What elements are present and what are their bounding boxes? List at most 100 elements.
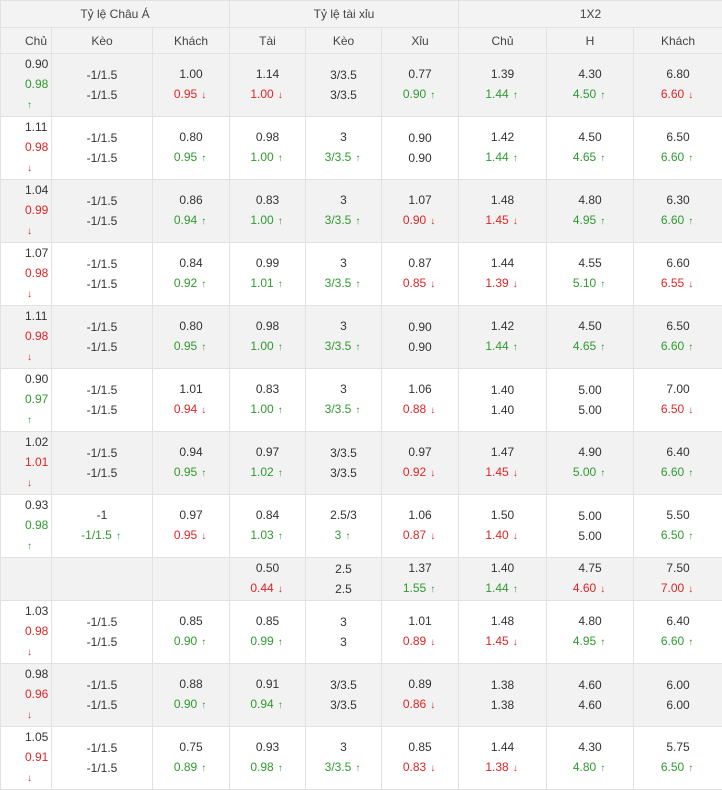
odds-value: 6.50 (661, 528, 684, 542)
arrow-up-icon: ↑ (27, 537, 36, 557)
arrow-down-icon: ↓ (199, 401, 208, 421)
opening-value: 1.47 (459, 442, 546, 462)
arrow-up-icon: ↑ (353, 338, 362, 358)
odds-value: 6.40 (666, 445, 689, 459)
opening-value: 0.89 (382, 674, 458, 694)
odds-value: -1/1.5 (87, 446, 118, 460)
opening-value: 1.03 (25, 601, 51, 621)
opening-value: 1.37 (382, 558, 458, 578)
opening-value: 0.77 (382, 64, 458, 84)
odds-value: 0.83 (403, 760, 426, 774)
odds-value: 3/3.5 (325, 402, 352, 416)
current-value: 0.95↓ (153, 84, 229, 106)
odds-value: 5.10 (573, 276, 596, 290)
arrow-down-icon: ↓ (598, 580, 607, 600)
odds-value: -1/1.5 (87, 466, 118, 480)
odds-value: 1.39 (491, 67, 514, 81)
odds-value: 3 (340, 130, 347, 144)
arrow-up-icon: ↑ (276, 275, 285, 295)
odds-value: 1.00 (250, 402, 273, 416)
arrow-up-icon: ↑ (276, 149, 285, 169)
odds-value: 0.90 (174, 634, 197, 648)
opening-value: 2.5/3 (306, 505, 381, 525)
odds-value: 0.95 (174, 150, 197, 164)
opening-value: 3/3.5 (306, 675, 381, 695)
opening-value: 0.85 (230, 611, 305, 631)
odds-value: 7.00 (661, 581, 684, 595)
odds-value: 1.42 (491, 130, 514, 144)
opening-value: 6.30 (634, 190, 722, 210)
odds-value: 1.00 (250, 87, 273, 101)
odds-value: 0.97 (256, 445, 279, 459)
odds-value: 0.44 (250, 581, 273, 595)
current-value: 2.5 (306, 579, 381, 599)
current-value: 3/3.5 (306, 463, 381, 483)
odds-cell-handicap-line: -1/1.5-1/1.5 (52, 117, 153, 180)
arrow-up-icon: ↑ (276, 696, 285, 716)
odds-value: 3/3.5 (325, 339, 352, 353)
arrow-up-icon: ↑ (686, 464, 695, 484)
current-value: 4.65↑ (547, 336, 633, 358)
current-value: 3/3.5↑ (306, 399, 381, 421)
arrow-down-icon: ↓ (27, 643, 36, 663)
opening-value: 0.97 (382, 442, 458, 462)
odds-value: 0.83 (256, 193, 279, 207)
opening-value: 4.75 (547, 558, 633, 578)
opening-value: -1/1.5 (52, 128, 152, 148)
opening-value: 1.07 (25, 243, 51, 263)
current-value: 0.95↓ (153, 525, 229, 547)
opening-value: 0.80 (153, 316, 229, 336)
odds-value: 3/3.5 (330, 698, 357, 712)
opening-value: 3 (306, 737, 381, 757)
arrow-down-icon: ↓ (686, 275, 695, 295)
opening-value: 4.50 (547, 127, 633, 147)
odds-value: 0.90 (408, 151, 431, 165)
opening-value: 0.98 (230, 316, 305, 336)
opening-value: 7.50 (634, 558, 722, 578)
odds-value: 0.98 (25, 77, 48, 91)
odds-cell-handicap-line: -1/1.5-1/1.5 (52, 369, 153, 432)
arrow-down-icon: ↓ (27, 222, 36, 242)
odds-value: 4.55 (578, 256, 601, 270)
current-value: 0.90↑ (153, 694, 229, 716)
current-value: 5.00 (547, 526, 633, 546)
arrow-up-icon: ↑ (199, 759, 208, 779)
current-value: 0.85↓ (382, 273, 458, 295)
odds-value: 5.00 (578, 383, 601, 397)
odds-cell-handicap-line: -1/1.5-1/1.5 (52, 601, 153, 664)
odds-value: 1.40 (485, 528, 508, 542)
opening-value: 1.01 (382, 611, 458, 631)
odds-value: 4.80 (573, 760, 596, 774)
odds-value: 0.89 (408, 677, 431, 691)
current-value: 0.94↑ (153, 210, 229, 232)
arrow-down-icon: ↓ (511, 212, 520, 232)
current-value: -1/1.5 (52, 695, 152, 715)
odds-value: -1/1.5 (87, 383, 118, 397)
odds-value: 4.50 (573, 87, 596, 101)
odds-value: 3 (340, 319, 347, 333)
current-value: 0.97↑ (25, 389, 51, 431)
odds-value: 3 (340, 740, 347, 754)
